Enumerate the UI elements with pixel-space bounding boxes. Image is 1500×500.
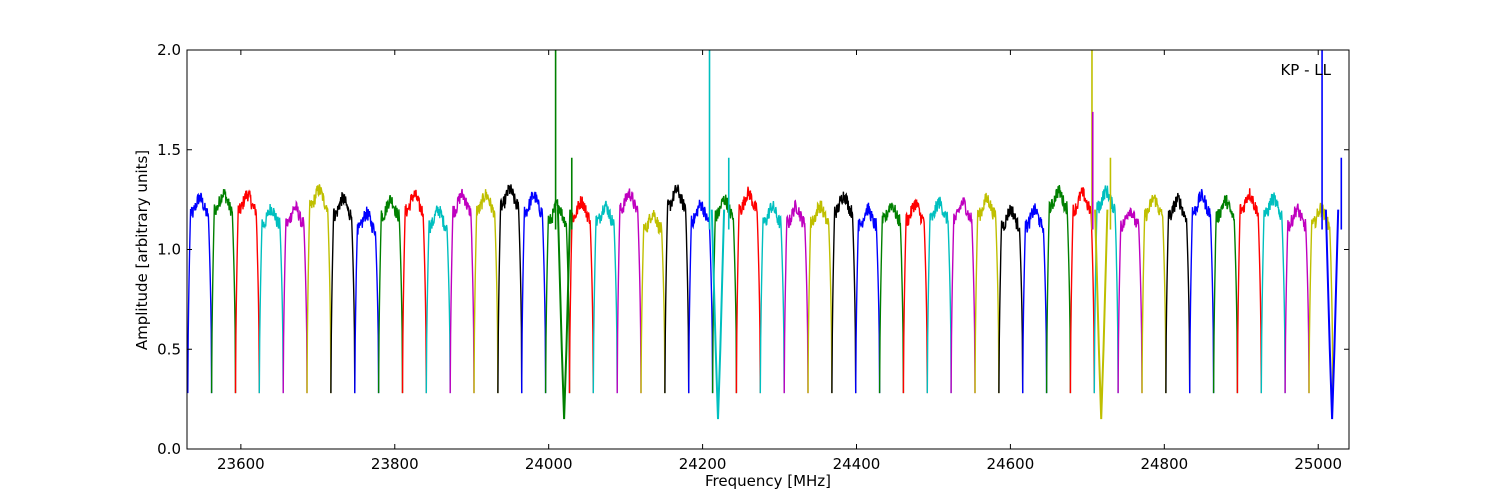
dip-mark	[556, 209, 572, 420]
x-tick-label: 23800	[371, 455, 419, 473]
series-layer	[187, 184, 1334, 394]
series-line	[998, 204, 1024, 394]
series-line	[544, 199, 571, 394]
y-axis-label: Amplitude [arbitrary units]	[133, 150, 151, 350]
series-line	[592, 200, 618, 394]
series-line	[401, 189, 427, 394]
series-line	[1093, 185, 1119, 394]
plot-frame	[186, 49, 1350, 450]
x-tick-label: 23600	[217, 455, 265, 473]
series-line	[807, 200, 833, 394]
series-line	[330, 192, 356, 394]
series-line	[1117, 207, 1143, 394]
y-tick-label: 1.0	[157, 241, 181, 259]
series-line	[1069, 187, 1095, 394]
series-line	[1022, 203, 1048, 394]
series-line	[1260, 192, 1286, 394]
series-line	[1212, 194, 1239, 394]
series-line	[258, 203, 284, 394]
series-line	[1284, 203, 1310, 394]
series-line	[306, 184, 332, 394]
y-tick-label: 0.5	[157, 340, 181, 358]
x-tick-label: 25000	[1294, 455, 1342, 473]
x-axis-label: Frequency [MHz]	[705, 472, 831, 490]
annotation-label: KP - LL	[1280, 61, 1331, 79]
series-line	[640, 209, 666, 394]
spike-layer	[554, 50, 1343, 420]
y-tick-label: 0.0	[157, 440, 181, 458]
series-line	[831, 191, 857, 394]
series-line	[1045, 185, 1072, 394]
series-line	[497, 184, 523, 394]
series-line	[711, 194, 738, 394]
x-tick-label: 24400	[833, 455, 881, 473]
series-line	[234, 189, 260, 394]
series-line	[449, 188, 475, 394]
y-tick-label: 1.5	[157, 141, 181, 159]
series-line	[950, 197, 976, 394]
series-line	[187, 192, 213, 394]
x-tick-label: 24000	[525, 455, 573, 473]
series-line	[974, 192, 1000, 394]
series-line	[902, 198, 928, 394]
dip-mark	[710, 209, 726, 420]
series-line	[1165, 192, 1191, 394]
series-line	[210, 189, 237, 394]
dip-mark	[1324, 209, 1340, 420]
series-line	[878, 202, 905, 394]
series-line	[664, 184, 690, 394]
series-line	[354, 206, 380, 394]
x-tick-label: 24600	[987, 455, 1035, 473]
series-line	[473, 189, 499, 394]
series-line	[282, 199, 308, 394]
series-line	[616, 188, 642, 394]
series-line	[568, 196, 594, 394]
series-line	[377, 194, 404, 394]
series-line	[1141, 194, 1167, 394]
series-line	[521, 191, 547, 394]
ticks-layer: 23600 23800 24000 24200 24400 24600 24800 25000…	[157, 41, 1349, 473]
x-tick-label: 24800	[1140, 455, 1188, 473]
x-tick-label: 24200	[679, 455, 727, 473]
series-line	[855, 202, 881, 394]
dip-mark	[1094, 209, 1109, 420]
series-line	[1236, 188, 1262, 394]
y-tick-label: 2.0	[157, 41, 181, 59]
series-line	[1308, 202, 1334, 394]
series-line	[1189, 188, 1215, 394]
series-line	[735, 186, 761, 394]
series-line	[759, 201, 785, 394]
series-line	[425, 205, 451, 394]
series-line	[926, 196, 952, 394]
series-line	[783, 199, 809, 394]
series-line	[688, 199, 714, 394]
